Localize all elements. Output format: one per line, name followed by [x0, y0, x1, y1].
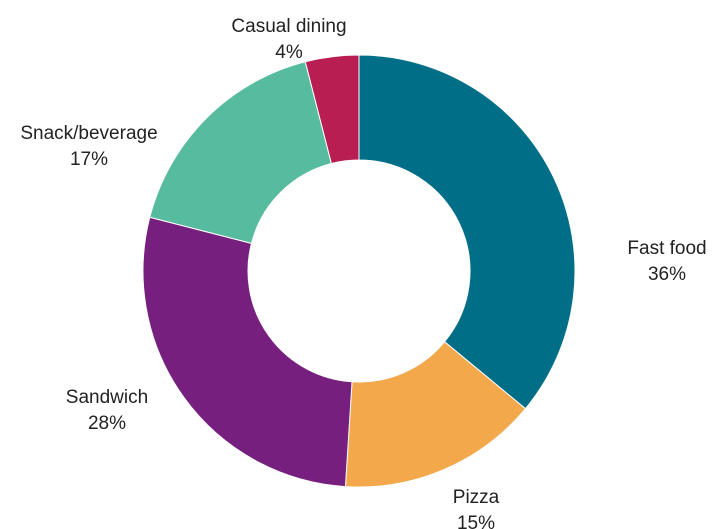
slice-value: 15%: [457, 513, 495, 529]
slice-snack-beverage: [149, 61, 333, 245]
slice-value: 17%: [70, 149, 108, 170]
slice-pizza: [344, 341, 527, 488]
slice-name: Sandwich: [66, 387, 148, 408]
slice-name: Snack/beverage: [20, 123, 157, 144]
slices-group: [142, 54, 576, 488]
slice-label-sandwich: Sandwich 28%: [66, 387, 148, 434]
slice-name: Pizza: [453, 487, 500, 508]
slice-label-pizza: Pizza 15%: [453, 487, 500, 529]
slice-label-casual-dining: Casual dining 4%: [231, 16, 346, 63]
slice-label-snack-beverage: Snack/beverage 17%: [20, 123, 157, 170]
slice-fast-food: [358, 54, 576, 410]
slice-sandwich: [142, 216, 353, 488]
slice-casual-dining: [304, 54, 360, 165]
slice-value: 4%: [275, 42, 303, 63]
slice-name: Fast food: [627, 238, 706, 259]
slice-label-fast-food: Fast food 36%: [627, 238, 706, 285]
slice-name: Casual dining: [231, 16, 346, 37]
slice-value: 36%: [648, 264, 686, 285]
labels-group: Fast food 36% Pizza 15% Sandwich 28% Snack/bev…: [20, 16, 706, 529]
slice-value: 28%: [88, 413, 126, 434]
